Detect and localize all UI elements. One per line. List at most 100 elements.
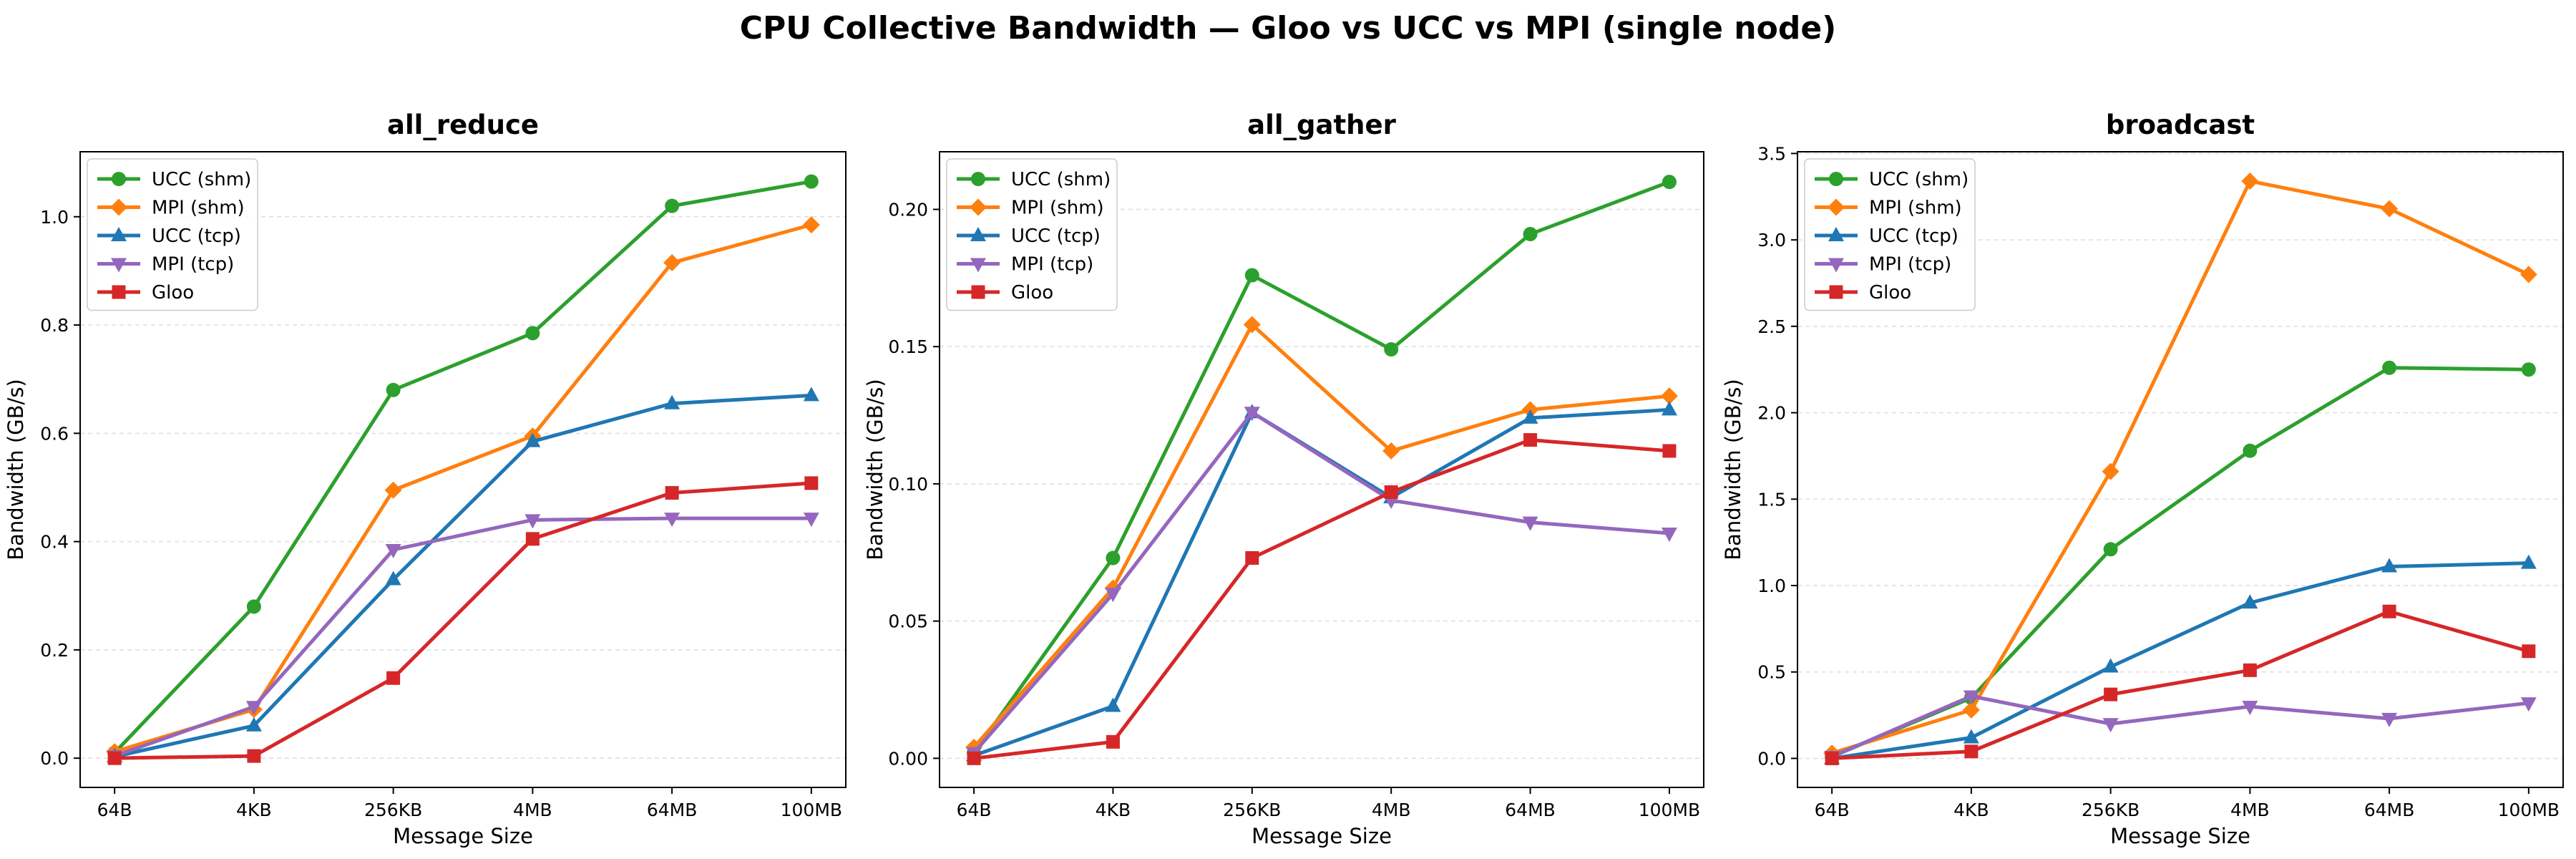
x-tick-label: 64MB xyxy=(2364,800,2415,820)
data-point xyxy=(2382,604,2396,618)
data-point xyxy=(386,382,401,397)
legend-label: MPI (tcp) xyxy=(152,254,234,276)
y-tick-label: 0.10 xyxy=(888,474,928,495)
legend: UCC (shm) MPI (shm) UCC (tcp) MPI (tcp) Gloo xyxy=(87,158,258,311)
legend-marker xyxy=(1829,172,1843,186)
axes-frame xyxy=(939,151,1704,788)
data-point xyxy=(2243,663,2257,677)
y-tick-label: 2.0 xyxy=(1757,403,1786,424)
legend-label: MPI (shm) xyxy=(1011,198,1104,219)
data-point xyxy=(1105,697,1121,712)
data-point xyxy=(107,751,122,765)
y-tick-label: 2.5 xyxy=(1757,316,1786,337)
series-line xyxy=(1831,366,2529,759)
series-ucc-shm xyxy=(1825,360,2536,765)
y-tick-label: 1.0 xyxy=(40,207,69,228)
data-point xyxy=(1384,485,1398,499)
subplot-title: broadcast xyxy=(2106,110,2255,140)
data-point xyxy=(1106,550,1121,566)
legend-marker xyxy=(970,227,986,241)
x-tick-label: 4KB xyxy=(1953,800,1989,820)
data-point xyxy=(2522,644,2536,659)
legend-box xyxy=(1804,158,1976,311)
data-point xyxy=(2381,712,2398,727)
y-tick-label: 0.20 xyxy=(888,200,928,220)
data-point xyxy=(802,216,820,234)
data-point xyxy=(1962,701,1980,719)
legend-label: Gloo xyxy=(1869,282,1911,304)
data-point xyxy=(1105,588,1121,603)
data-point xyxy=(663,254,681,272)
legend-label: MPI (shm) xyxy=(1869,198,1962,219)
data-point xyxy=(2103,542,2118,557)
series-line xyxy=(1832,609,2529,760)
legend-marker xyxy=(1828,258,1844,273)
data-point xyxy=(2381,200,2399,218)
data-point xyxy=(1662,175,1677,190)
series-mpi-shm xyxy=(1823,173,2537,762)
data-point xyxy=(1243,316,1261,334)
legend-marker xyxy=(971,285,985,299)
x-tick-label: 4KB xyxy=(236,800,271,820)
data-point xyxy=(2519,266,2537,283)
y-tick-label: 0.0 xyxy=(40,748,69,769)
data-point xyxy=(2381,558,2398,573)
x-tick-label: 64B xyxy=(1815,800,1850,820)
series-line xyxy=(114,516,811,758)
x-tick-label: 256KB xyxy=(364,800,422,820)
series-gloo xyxy=(107,476,819,765)
data-point xyxy=(2242,594,2258,609)
y-axis-label: Bandwidth (GB/s) xyxy=(863,379,887,560)
data-point xyxy=(1384,342,1399,357)
x-tick-label: 4MB xyxy=(513,800,552,820)
series-mpi-tcp xyxy=(1824,690,2537,766)
figure-title: CPU Collective Bandwidth — Gloo vs UCC v… xyxy=(739,10,1837,47)
y-tick-label: 3.5 xyxy=(1757,143,1786,164)
series-line xyxy=(972,410,1670,754)
y-axis-label: Bandwidth (GB/s) xyxy=(4,379,28,560)
data-point xyxy=(2521,362,2536,377)
legend-label: MPI (tcp) xyxy=(1869,254,1951,276)
data-point xyxy=(2382,360,2397,375)
data-point xyxy=(1963,729,1979,744)
legend-marker xyxy=(1828,227,1844,241)
legend-label: UCC (tcp) xyxy=(1869,225,1958,247)
legend-box xyxy=(87,158,258,311)
data-point xyxy=(804,476,819,490)
data-point xyxy=(2243,443,2258,458)
legend-label: Gloo xyxy=(1011,282,1053,304)
legend-marker xyxy=(111,258,127,273)
series-line xyxy=(973,407,1670,757)
data-point xyxy=(665,486,679,500)
data-point xyxy=(246,599,261,614)
data-point xyxy=(2102,658,2119,673)
x-tick-label: 64MB xyxy=(647,800,698,820)
x-axis-label: Message Size xyxy=(1252,824,1392,848)
x-tick-label: 100MB xyxy=(1639,800,1700,820)
legend-marker xyxy=(111,227,127,241)
data-point xyxy=(525,432,541,447)
data-point xyxy=(385,543,401,558)
y-tick-label: 0.0 xyxy=(1757,748,1786,769)
series-gloo xyxy=(1825,604,2536,765)
y-tick-label: 3.0 xyxy=(1757,230,1786,251)
data-point xyxy=(2242,701,2258,716)
subplot-title: all_reduce xyxy=(387,110,539,140)
legend-box xyxy=(946,158,1118,311)
legend-marker xyxy=(970,198,987,216)
series-line xyxy=(113,180,812,754)
data-point xyxy=(384,481,402,499)
y-tick-label: 0.00 xyxy=(888,748,928,769)
x-tick-label: 4KB xyxy=(1096,800,1131,820)
legend-marker xyxy=(112,172,126,186)
data-point xyxy=(1244,268,1259,283)
data-point xyxy=(1963,690,1979,705)
data-point xyxy=(1523,227,1538,242)
data-point xyxy=(1662,444,1677,458)
data-point xyxy=(1522,516,1538,531)
data-point xyxy=(2102,718,2119,733)
y-tick-label: 0.5 xyxy=(1757,662,1786,683)
series-ucc-tcp xyxy=(107,387,819,762)
series-line xyxy=(114,393,811,759)
